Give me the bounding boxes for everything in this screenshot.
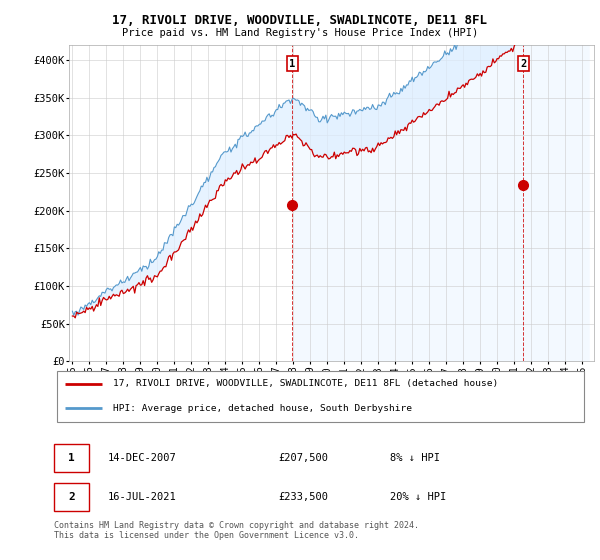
Text: 1: 1	[68, 453, 75, 463]
Text: 1: 1	[289, 59, 296, 69]
Text: HPI: Average price, detached house, South Derbyshire: HPI: Average price, detached house, Sout…	[113, 404, 412, 413]
Text: 2: 2	[68, 492, 75, 502]
FancyBboxPatch shape	[56, 371, 584, 422]
Text: 17, RIVOLI DRIVE, WOODVILLE, SWADLINCOTE, DE11 8FL (detached house): 17, RIVOLI DRIVE, WOODVILLE, SWADLINCOTE…	[113, 380, 498, 389]
Text: £207,500: £207,500	[278, 453, 328, 463]
Text: Price paid vs. HM Land Registry's House Price Index (HPI): Price paid vs. HM Land Registry's House …	[122, 28, 478, 38]
Text: 20% ↓ HPI: 20% ↓ HPI	[391, 492, 446, 502]
Text: £233,500: £233,500	[278, 492, 328, 502]
Text: 8% ↓ HPI: 8% ↓ HPI	[391, 453, 440, 463]
FancyBboxPatch shape	[54, 444, 89, 472]
Text: Contains HM Land Registry data © Crown copyright and database right 2024.
This d: Contains HM Land Registry data © Crown c…	[54, 521, 419, 540]
Text: 17, RIVOLI DRIVE, WOODVILLE, SWADLINCOTE, DE11 8FL: 17, RIVOLI DRIVE, WOODVILLE, SWADLINCOTE…	[113, 14, 487, 27]
FancyBboxPatch shape	[54, 483, 89, 511]
Text: 2: 2	[520, 59, 526, 69]
Text: 14-DEC-2007: 14-DEC-2007	[107, 453, 176, 463]
Text: 16-JUL-2021: 16-JUL-2021	[107, 492, 176, 502]
